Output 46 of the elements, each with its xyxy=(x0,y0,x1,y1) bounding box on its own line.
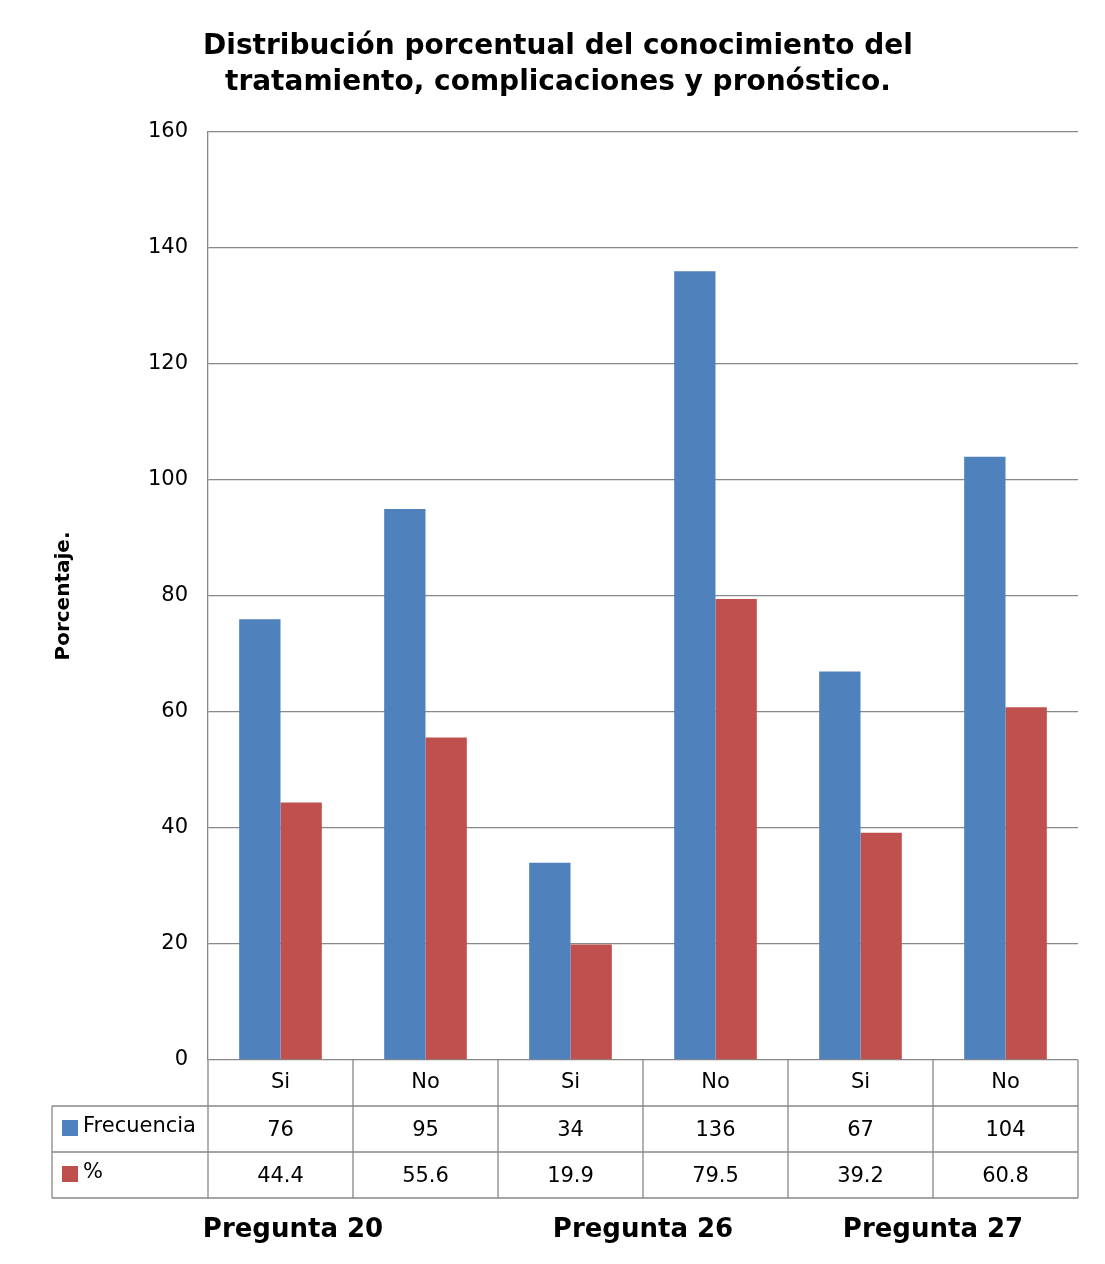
bar xyxy=(674,271,716,1060)
bar xyxy=(384,509,426,1060)
data-label: 76 xyxy=(267,1117,294,1142)
x-tick-label: Si xyxy=(560,1069,581,1094)
y-tick-label: 40 xyxy=(161,814,188,839)
y-tick-label: 100 xyxy=(147,466,188,491)
data-label: 34 xyxy=(557,1117,584,1142)
bar xyxy=(1005,707,1047,1060)
bar xyxy=(239,619,281,1060)
text: Pregunta 26 xyxy=(552,1212,734,1243)
x-tick-label: No xyxy=(991,1069,1020,1094)
data-label: 136 xyxy=(695,1117,736,1142)
y-tick-label: 160 xyxy=(147,118,188,143)
data-label: 79.5 xyxy=(692,1163,739,1188)
bar xyxy=(570,944,612,1060)
y-tick-label: 140 xyxy=(147,234,188,259)
legend-label: Frecuencia xyxy=(83,1113,196,1138)
data-label: 104 xyxy=(985,1117,1026,1142)
data-label: 60.8 xyxy=(982,1163,1029,1188)
data-label: 67 xyxy=(847,1117,874,1142)
y-tick-label: 0 xyxy=(174,1046,188,1071)
y-tick-label: 80 xyxy=(161,582,188,607)
y-tick-label: 20 xyxy=(161,930,188,955)
bar xyxy=(529,862,571,1060)
chart-title: Distribución porcentual del conocimiento del tratamiento, complicaciones y pronóstico. xyxy=(203,28,913,98)
legend-label: % xyxy=(83,1159,103,1184)
data-label: 55.6 xyxy=(402,1163,449,1188)
data-label: 95 xyxy=(412,1117,439,1142)
x-tick-label: Si xyxy=(850,1069,871,1094)
bar xyxy=(860,832,902,1060)
data-label: 44.4 xyxy=(257,1163,304,1188)
data-label: 19.9 xyxy=(547,1163,594,1188)
bar xyxy=(280,802,322,1060)
y-tick-label: 120 xyxy=(147,350,188,375)
bar xyxy=(964,456,1006,1060)
text: Pregunta 20 xyxy=(202,1212,384,1243)
data-label: 39.2 xyxy=(837,1163,884,1188)
y-tick-label: 60 xyxy=(161,698,188,723)
bar xyxy=(715,598,757,1060)
text: Pregunta 27 xyxy=(842,1212,1024,1243)
x-tick-label: No xyxy=(411,1069,440,1094)
x-tick-label: Si xyxy=(270,1069,291,1094)
bar xyxy=(425,737,467,1060)
x-tick-label: No xyxy=(701,1069,730,1094)
bar xyxy=(819,671,861,1060)
y-axis-title: Porcentaje. xyxy=(50,531,75,661)
